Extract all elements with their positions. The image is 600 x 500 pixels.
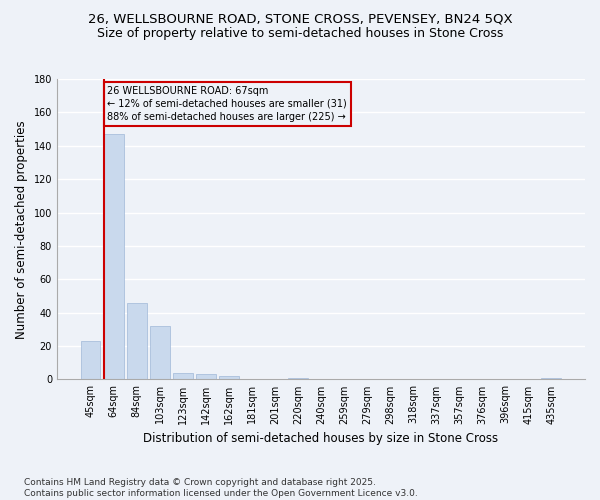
- Bar: [127, 302, 146, 380]
- Text: 26, WELLSBOURNE ROAD, STONE CROSS, PEVENSEY, BN24 5QX: 26, WELLSBOURNE ROAD, STONE CROSS, PEVEN…: [88, 12, 512, 26]
- Text: Contains HM Land Registry data © Crown copyright and database right 2025.
Contai: Contains HM Land Registry data © Crown c…: [24, 478, 418, 498]
- X-axis label: Distribution of semi-detached houses by size in Stone Cross: Distribution of semi-detached houses by …: [143, 432, 499, 445]
- Y-axis label: Number of semi-detached properties: Number of semi-detached properties: [15, 120, 28, 338]
- Text: Size of property relative to semi-detached houses in Stone Cross: Size of property relative to semi-detach…: [97, 28, 503, 40]
- Text: 26 WELLSBOURNE ROAD: 67sqm
← 12% of semi-detached houses are smaller (31)
88% of: 26 WELLSBOURNE ROAD: 67sqm ← 12% of semi…: [107, 86, 347, 122]
- Bar: [173, 373, 193, 380]
- Bar: [104, 134, 124, 380]
- Bar: [219, 376, 239, 380]
- Bar: [541, 378, 561, 380]
- Bar: [150, 326, 170, 380]
- Bar: [196, 374, 215, 380]
- Bar: [81, 341, 100, 380]
- Bar: [288, 378, 308, 380]
